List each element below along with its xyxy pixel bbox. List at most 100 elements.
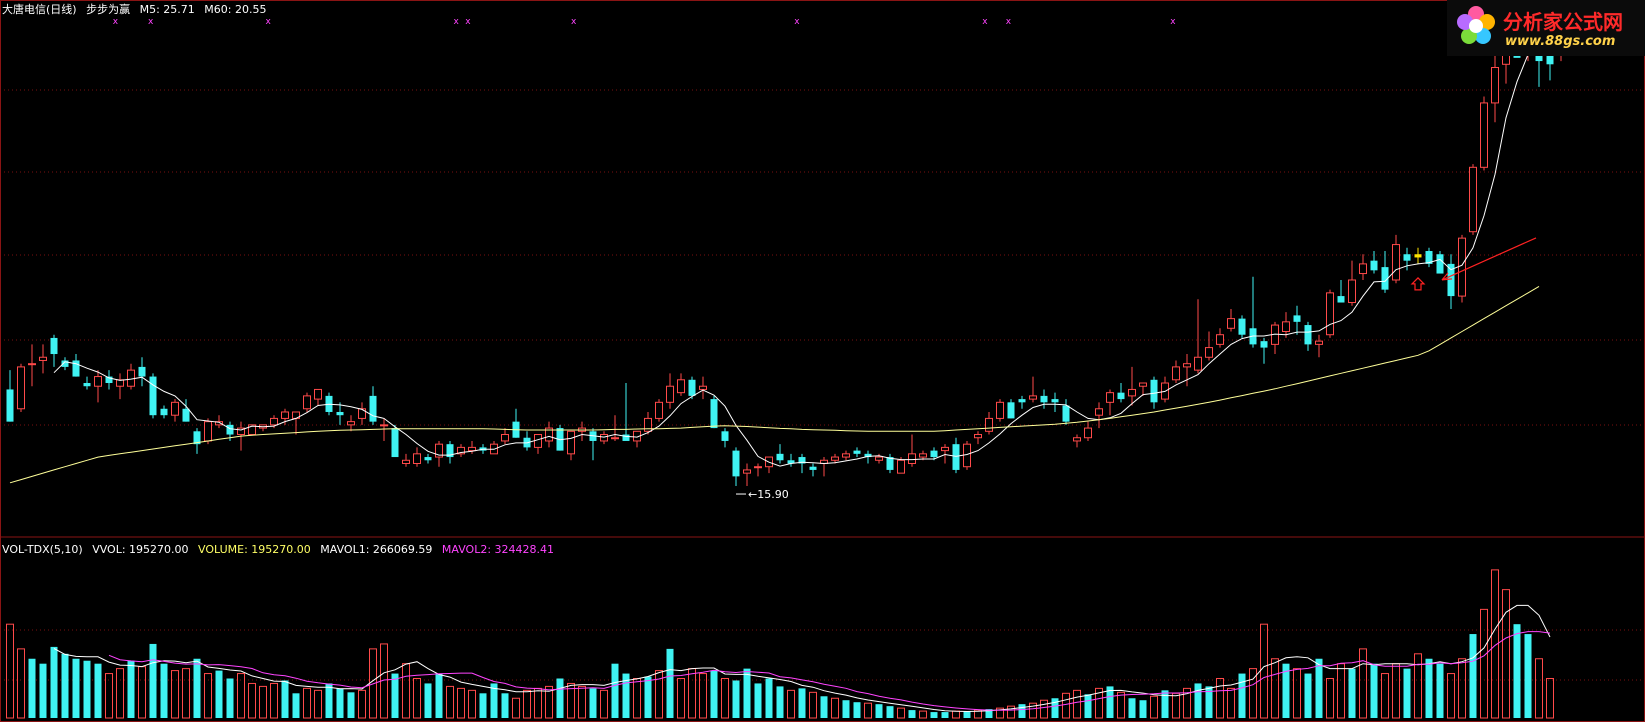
volume-bar-down bbox=[754, 683, 762, 718]
volume-bar-down bbox=[435, 673, 443, 718]
volume-bar-down bbox=[666, 648, 674, 718]
candle-down bbox=[1436, 254, 1444, 274]
signal-marker: x bbox=[571, 17, 577, 27]
volume-bar-up bbox=[1029, 702, 1037, 719]
candle-down bbox=[776, 453, 784, 461]
candle-down bbox=[798, 457, 806, 464]
candle-down bbox=[1370, 260, 1378, 271]
candle-down bbox=[1546, 54, 1554, 65]
candle-up bbox=[358, 408, 366, 419]
candle-up bbox=[1359, 263, 1367, 275]
candle-up bbox=[1029, 395, 1037, 400]
volume-bar-down bbox=[50, 646, 58, 718]
volume-bar-down bbox=[985, 709, 993, 718]
candle-down bbox=[1403, 254, 1411, 261]
volume-bar-up bbox=[809, 691, 817, 719]
candle-up bbox=[985, 417, 993, 432]
candle-up bbox=[743, 469, 751, 474]
volume-bar-down bbox=[798, 688, 806, 718]
candle-up bbox=[996, 401, 1004, 419]
volume-bar-up bbox=[523, 689, 531, 719]
signal-marker: x bbox=[794, 17, 800, 27]
watermark-url: www.88gs.com bbox=[1505, 34, 1616, 49]
candle-up bbox=[39, 356, 47, 361]
volume-bar-up bbox=[1249, 668, 1257, 719]
candle-down bbox=[105, 376, 113, 384]
candle-down bbox=[1062, 405, 1070, 422]
volume-bar-down bbox=[963, 711, 971, 718]
volume-bar-up bbox=[1095, 687, 1103, 719]
candle-up bbox=[831, 456, 839, 461]
volume-bar-up bbox=[864, 702, 872, 719]
volume-bar-up bbox=[259, 685, 267, 719]
volume-bar-up bbox=[1117, 691, 1125, 719]
candle-up bbox=[17, 366, 25, 410]
volume-bar-up bbox=[1150, 695, 1158, 719]
candle-up bbox=[545, 427, 553, 442]
volume-panel-header: VOL-TDX(5,10) VVOL: 195270.00 VOLUME: 19… bbox=[2, 543, 560, 556]
volume-bar-up bbox=[1073, 689, 1081, 719]
volume-bar-up bbox=[358, 689, 366, 719]
candle-up bbox=[303, 395, 311, 410]
candle-down bbox=[864, 453, 872, 458]
volume-bar-down bbox=[1513, 624, 1521, 718]
volume-bar-up bbox=[1337, 663, 1345, 719]
volume-bar-down bbox=[853, 702, 861, 718]
volume-bar-down bbox=[820, 696, 828, 718]
volume-bar-down bbox=[39, 663, 47, 718]
candle-up bbox=[1073, 437, 1081, 442]
vvol-value: VVOL: 195270.00 bbox=[92, 543, 189, 556]
volume-bar-down bbox=[1106, 686, 1114, 718]
volume-bar-up bbox=[468, 689, 476, 719]
candle-down bbox=[809, 466, 817, 470]
volume-bar-up bbox=[1271, 658, 1279, 719]
volume-bar-down bbox=[842, 700, 850, 718]
candle-down bbox=[1238, 318, 1246, 335]
signal-marker: x bbox=[1006, 17, 1012, 27]
candle-up bbox=[1216, 334, 1224, 345]
volume-bar-down bbox=[28, 658, 36, 718]
volume-bar-up bbox=[545, 685, 553, 719]
candle-up bbox=[666, 385, 674, 403]
volume-bar-down bbox=[72, 658, 80, 718]
candle-down bbox=[83, 383, 91, 387]
volume-bar-down bbox=[644, 676, 652, 718]
volume-bar-up bbox=[204, 673, 212, 719]
candle-down bbox=[930, 450, 938, 458]
volume-bar-up bbox=[1381, 673, 1389, 719]
volume-bar-down bbox=[589, 688, 597, 718]
candle-up bbox=[611, 437, 619, 440]
indicator-name: 步步为赢 bbox=[86, 3, 131, 16]
volume-bar-up bbox=[138, 666, 146, 719]
candle-down bbox=[50, 337, 58, 355]
candle-up bbox=[501, 434, 509, 442]
mavol1-value: MAVOL1: 266069.59 bbox=[320, 543, 433, 556]
candle-up bbox=[534, 434, 542, 448]
candle-down bbox=[1425, 251, 1433, 264]
volume-bar-up bbox=[1414, 653, 1422, 719]
candle-up bbox=[116, 379, 124, 387]
volume-bar-up bbox=[1183, 687, 1191, 719]
candle-down bbox=[1381, 267, 1389, 290]
volume-bar-down bbox=[501, 693, 509, 718]
candle-up bbox=[28, 363, 36, 366]
candle-down bbox=[193, 431, 201, 445]
volume-bar-down bbox=[292, 693, 300, 718]
volume-bar-down bbox=[1238, 673, 1246, 718]
candle-down bbox=[1007, 402, 1015, 419]
volume-bar-up bbox=[1392, 663, 1400, 719]
candle-down bbox=[886, 457, 894, 470]
volume-bar-down bbox=[908, 710, 916, 718]
candle-up bbox=[1172, 366, 1180, 381]
signal-marker: x bbox=[454, 17, 460, 27]
flower-logo-icon bbox=[1457, 6, 1495, 44]
candle-up bbox=[281, 411, 289, 419]
mavol2-value: MAVOL2: 324428.41 bbox=[441, 543, 555, 556]
volume-bar-up bbox=[182, 668, 190, 719]
volume-value: VOLUME: 195270.00 bbox=[198, 543, 311, 556]
volume-bar-down bbox=[1051, 698, 1059, 718]
candle-down bbox=[182, 408, 190, 422]
volume-bar-up bbox=[688, 668, 696, 719]
